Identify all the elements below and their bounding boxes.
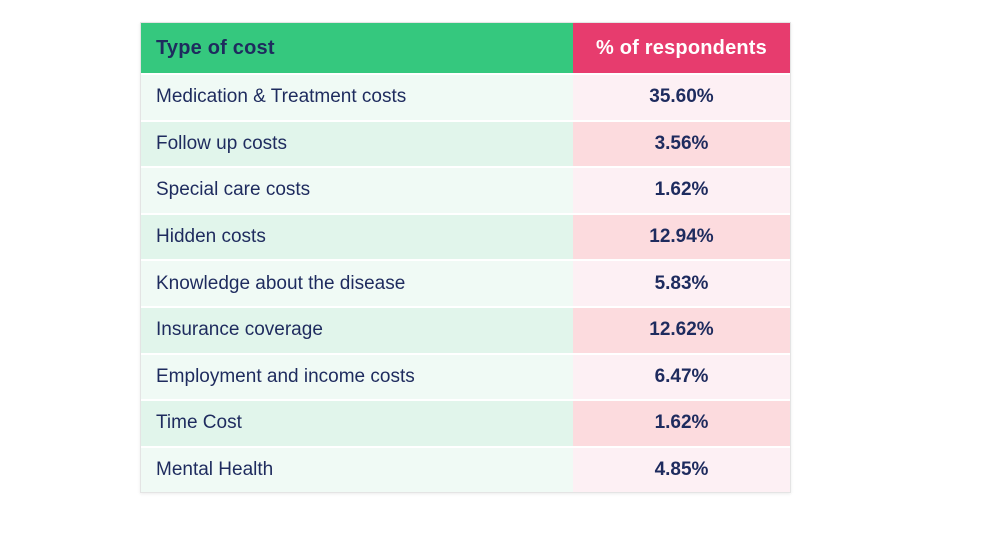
percent-cell: 1.62% [573, 168, 790, 213]
table-row: Hidden costs 12.94% [141, 212, 790, 260]
percent-cell: 4.85% [573, 447, 790, 493]
percent-cell: 12.94% [573, 214, 790, 260]
cost-type-cell: Knowledge about the disease [141, 261, 573, 306]
cost-type-cell: Follow up costs [141, 121, 573, 167]
percent-cell: 6.47% [573, 354, 790, 400]
table-row: Mental Health 4.85% [141, 445, 790, 493]
cost-type-cell: Insurance coverage [141, 307, 573, 353]
column-header-percent-respondents: % of respondents [573, 23, 790, 73]
cost-type-cell: Hidden costs [141, 214, 573, 260]
table-row: Special care costs 1.62% [141, 166, 790, 213]
percent-cell: 5.83% [573, 261, 790, 306]
column-header-type-of-cost: Type of cost [141, 23, 573, 73]
table-row: Follow up costs 3.56% [141, 119, 790, 167]
table-row: Insurance coverage 12.62% [141, 305, 790, 353]
table-body: Medication & Treatment costs 35.60% Foll… [141, 73, 790, 493]
cost-type-cell: Time Cost [141, 401, 573, 446]
percent-cell: 35.60% [573, 75, 790, 120]
cost-type-cell: Special care costs [141, 168, 573, 213]
percent-cell: 12.62% [573, 307, 790, 353]
table-row: Knowledge about the disease 5.83% [141, 259, 790, 306]
table-row: Employment and income costs 6.47% [141, 352, 790, 400]
table-row: Time Cost 1.62% [141, 399, 790, 446]
table-row: Medication & Treatment costs 35.60% [141, 73, 790, 120]
cost-table: Type of cost % of respondents Medication… [140, 22, 791, 494]
cost-type-cell: Employment and income costs [141, 354, 573, 400]
cost-type-cell: Mental Health [141, 447, 573, 493]
table-header-row: Type of cost % of respondents [141, 23, 790, 73]
percent-cell: 1.62% [573, 401, 790, 446]
cost-type-cell: Medication & Treatment costs [141, 75, 573, 120]
percent-cell: 3.56% [573, 121, 790, 167]
